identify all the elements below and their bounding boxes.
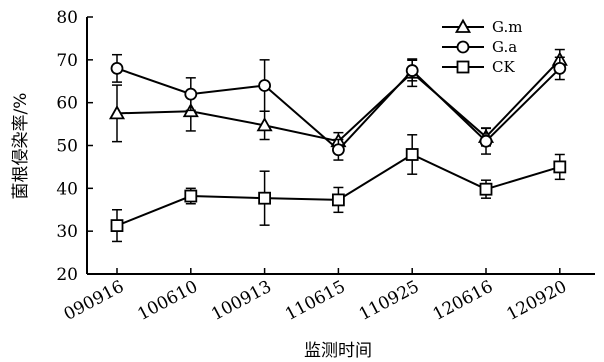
data-point bbox=[553, 160, 567, 174]
y-tick-label: 60 bbox=[56, 94, 78, 114]
legend-label: G.m bbox=[492, 18, 522, 36]
legend-item: G.m bbox=[442, 18, 522, 36]
legend-item: G.a bbox=[442, 38, 517, 56]
series-square bbox=[110, 134, 567, 243]
legend-marker bbox=[456, 60, 470, 74]
y-ticks: 20 30 40 50 60 70 80 bbox=[56, 8, 93, 285]
data-point bbox=[258, 79, 272, 92]
legend-label: G.a bbox=[492, 38, 517, 56]
series-layer bbox=[108, 48, 568, 243]
data-point bbox=[184, 189, 198, 203]
y-tick-label: 40 bbox=[56, 179, 78, 199]
data-point bbox=[405, 148, 419, 161]
y-tick-label: 70 bbox=[56, 51, 78, 71]
data-point bbox=[108, 105, 126, 120]
y-tick-label: 50 bbox=[56, 137, 78, 157]
legend-marker bbox=[454, 18, 472, 33]
y-tick-label: 80 bbox=[56, 8, 78, 28]
data-point bbox=[110, 219, 124, 232]
x-tick-label: 120920 bbox=[503, 277, 570, 325]
data-point bbox=[405, 64, 419, 77]
data-point bbox=[553, 62, 567, 75]
x-axis-title: 监测时间 bbox=[304, 341, 372, 361]
y-axis-title: 菌根侵染率/% bbox=[11, 93, 31, 200]
data-point bbox=[256, 117, 273, 132]
data-point bbox=[184, 87, 198, 101]
legend-marker bbox=[456, 40, 470, 54]
x-tick-label: 100913 bbox=[208, 277, 275, 325]
data-point bbox=[331, 193, 345, 207]
legend: G.m G.a CK bbox=[442, 18, 522, 76]
x-ticks: 090916 100610 100913 110615 110925 120616 1209… bbox=[61, 268, 570, 325]
data-point bbox=[110, 62, 124, 75]
data-point bbox=[331, 143, 345, 157]
data-point bbox=[258, 191, 272, 205]
x-tick-label: 110925 bbox=[356, 277, 423, 325]
y-tick-label: 20 bbox=[56, 265, 78, 285]
legend-item: CK bbox=[442, 58, 515, 76]
data-point bbox=[479, 182, 493, 196]
series-circle bbox=[110, 53, 567, 161]
legend-label: CK bbox=[492, 58, 515, 76]
x-tick-label: 100610 bbox=[134, 277, 201, 325]
data-point bbox=[479, 134, 493, 148]
y-tick-label: 30 bbox=[56, 222, 78, 242]
x-tick-label: 120616 bbox=[430, 277, 497, 325]
x-tick-label: 110615 bbox=[282, 277, 349, 325]
